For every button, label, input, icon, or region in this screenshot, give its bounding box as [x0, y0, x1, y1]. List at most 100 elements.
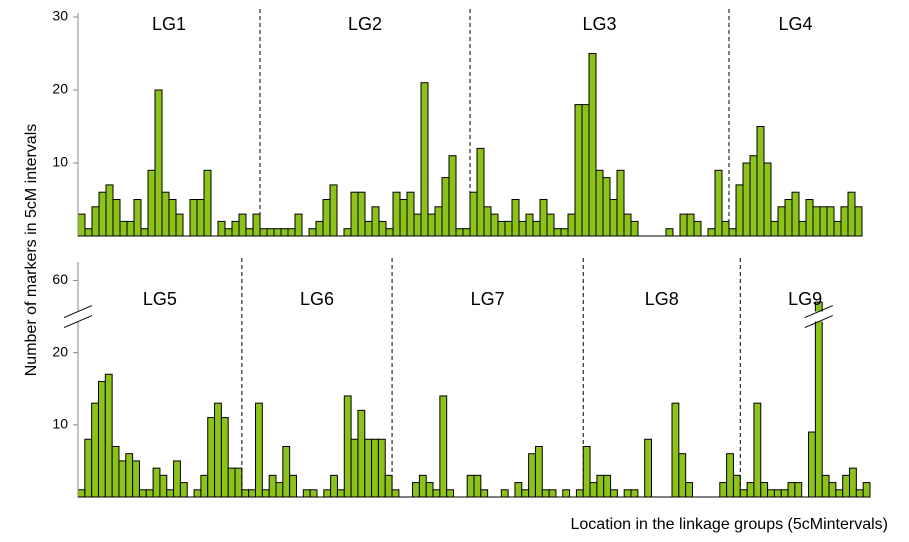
- bar: [439, 395, 448, 498]
- bar: [152, 467, 161, 498]
- bar: [336, 489, 345, 498]
- bar: [707, 228, 716, 237]
- bar: [497, 220, 506, 237]
- bar: [504, 220, 513, 237]
- bar: [309, 489, 318, 498]
- bar: [462, 228, 471, 237]
- bar: [220, 417, 229, 498]
- bar: [392, 191, 401, 237]
- bar: [466, 474, 475, 498]
- bar: [821, 474, 830, 498]
- bar: [849, 467, 857, 498]
- bar: [255, 402, 263, 498]
- bar: [261, 489, 270, 498]
- bar: [84, 228, 93, 237]
- bar: [420, 82, 429, 237]
- bar: [763, 162, 772, 237]
- group-label: LG5: [143, 289, 177, 309]
- bar: [693, 220, 702, 237]
- bar: [603, 474, 612, 498]
- bar: [749, 155, 758, 237]
- bar: [91, 206, 100, 237]
- bar: [330, 474, 338, 498]
- bar: [828, 482, 837, 498]
- bar: [532, 220, 541, 237]
- bar: [196, 199, 205, 237]
- bar: [77, 489, 86, 498]
- bar: [252, 213, 261, 237]
- bar: [767, 489, 775, 498]
- bar: [534, 445, 543, 498]
- bar: [560, 228, 569, 237]
- bar: [787, 482, 796, 498]
- group-label: LG7: [471, 289, 505, 309]
- bar: [739, 489, 748, 498]
- bar: [377, 438, 386, 498]
- bar: [173, 460, 181, 498]
- bar: [323, 489, 332, 498]
- axis-break: [804, 305, 833, 318]
- bar: [364, 438, 373, 498]
- bar: [609, 199, 618, 237]
- axis-break: [804, 315, 833, 328]
- bar: [273, 228, 282, 237]
- bar: [814, 301, 823, 498]
- y-tick-label: 10: [52, 416, 68, 432]
- bar: [350, 438, 359, 498]
- bar: [434, 206, 443, 237]
- bar: [214, 402, 222, 498]
- group-label: LG2: [348, 14, 382, 34]
- bar: [574, 104, 583, 237]
- axis-break-gap: [808, 311, 829, 322]
- y-tick-label: 20: [52, 81, 68, 97]
- bar: [289, 474, 297, 498]
- bar: [521, 489, 530, 498]
- bar: [791, 191, 800, 237]
- bar: [126, 220, 135, 237]
- bar: [248, 489, 257, 498]
- bar: [448, 155, 457, 237]
- bar: [77, 213, 86, 237]
- bar: [168, 199, 177, 237]
- bar: [770, 220, 779, 237]
- bar: [595, 169, 604, 237]
- bar: [780, 489, 789, 498]
- bar: [630, 489, 639, 498]
- bar: [847, 191, 856, 237]
- bar: [826, 206, 835, 237]
- bar: [602, 177, 611, 237]
- bar: [588, 53, 597, 237]
- bar: [596, 474, 605, 498]
- bar: [805, 199, 814, 237]
- bar: [138, 489, 147, 498]
- bar: [322, 199, 331, 237]
- bar: [189, 199, 198, 237]
- bar: [483, 206, 492, 237]
- bar: [685, 482, 693, 498]
- bar: [132, 460, 140, 498]
- bar: [490, 213, 499, 237]
- bar: [308, 228, 317, 237]
- bar: [678, 453, 687, 498]
- bar: [371, 438, 379, 498]
- bar: [399, 199, 408, 237]
- bar: [203, 169, 212, 237]
- bar: [418, 474, 427, 498]
- bar: [413, 213, 422, 237]
- y-tick-label: 60: [52, 271, 68, 287]
- bar: [567, 213, 576, 237]
- bar: [480, 489, 489, 498]
- bar: [562, 489, 571, 498]
- bar: [111, 445, 120, 498]
- bar: [98, 191, 107, 237]
- bar: [794, 482, 803, 498]
- bar: [227, 467, 236, 498]
- bar: [238, 213, 247, 237]
- bar: [742, 162, 751, 237]
- bar: [282, 445, 291, 498]
- bar: [245, 228, 254, 237]
- bar: [455, 228, 464, 237]
- bar: [161, 191, 170, 237]
- group-label: LG6: [300, 289, 334, 309]
- bar: [427, 213, 436, 237]
